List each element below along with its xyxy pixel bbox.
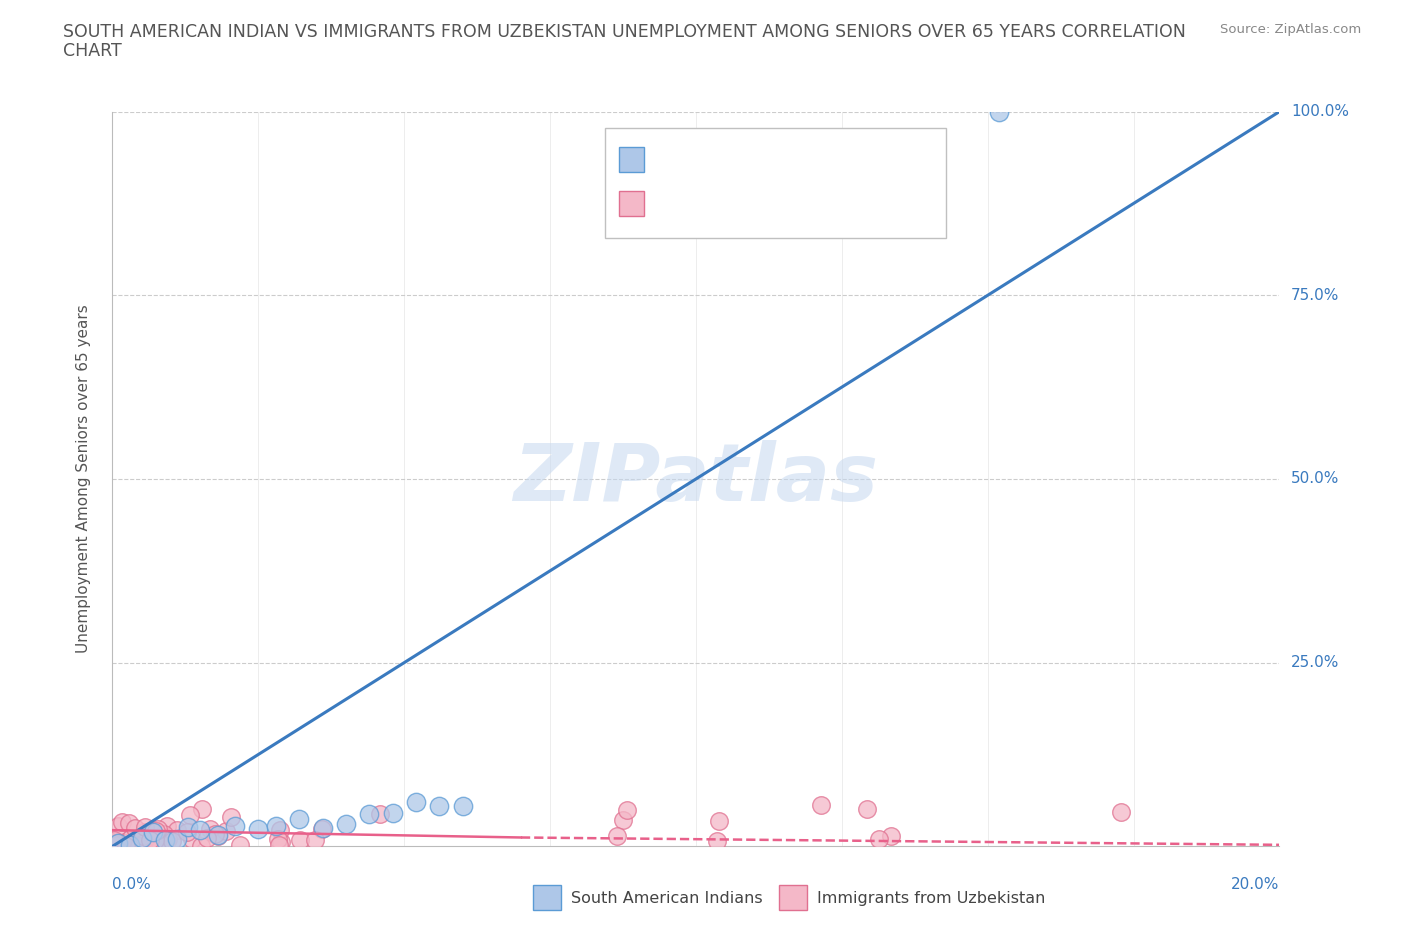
Point	[145, 839, 167, 854]
Text: CHART: CHART	[63, 42, 122, 60]
Point	[128, 838, 150, 853]
Point	[270, 834, 292, 849]
Point	[166, 831, 188, 846]
Point	[124, 820, 146, 835]
Point	[150, 835, 173, 850]
Point	[219, 810, 242, 825]
Point	[264, 819, 287, 834]
Text: South American Indians: South American Indians	[571, 891, 762, 906]
Point	[215, 824, 238, 839]
Text: Immigrants from Uzbekistan: Immigrants from Uzbekistan	[817, 891, 1045, 906]
Point	[124, 837, 146, 852]
Point	[451, 799, 474, 814]
Point	[267, 832, 290, 847]
Point	[118, 835, 141, 850]
Point	[118, 837, 141, 852]
Point	[190, 839, 212, 854]
Text: 100.0%: 100.0%	[1291, 104, 1350, 119]
Point	[160, 834, 183, 849]
Point	[335, 817, 357, 831]
Point	[149, 835, 172, 850]
Point	[181, 832, 204, 847]
Point	[120, 830, 142, 845]
Point	[115, 838, 138, 853]
Point	[132, 829, 155, 844]
Point	[405, 795, 427, 810]
Point	[156, 818, 179, 833]
Point	[134, 831, 156, 846]
Point	[204, 827, 226, 842]
Point	[125, 834, 148, 849]
Point	[288, 833, 311, 848]
Text: Source: ZipAtlas.com: Source: ZipAtlas.com	[1220, 23, 1361, 36]
Point	[143, 837, 166, 852]
Point	[304, 833, 326, 848]
Point	[150, 831, 173, 846]
Point	[195, 830, 218, 845]
Text: 25.0%: 25.0%	[1291, 655, 1340, 671]
Point	[868, 831, 890, 846]
Point	[188, 822, 211, 837]
Point	[176, 825, 198, 840]
Point	[612, 812, 634, 827]
Point	[134, 820, 156, 835]
Text: Unemployment Among Seniors over 65 years: Unemployment Among Seniors over 65 years	[76, 305, 91, 653]
Point	[139, 833, 162, 848]
Point	[135, 831, 157, 846]
Point	[157, 832, 180, 847]
Text: SOUTH AMERICAN INDIAN VS IMMIGRANTS FROM UZBEKISTAN UNEMPLOYMENT AMONG SENIORS O: SOUTH AMERICAN INDIAN VS IMMIGRANTS FROM…	[63, 23, 1187, 41]
Point	[707, 814, 730, 829]
Point	[880, 829, 903, 844]
Point	[131, 831, 153, 846]
Point	[267, 837, 290, 852]
Text: ZIPatlas: ZIPatlas	[513, 440, 879, 518]
Point	[107, 818, 129, 833]
Point	[179, 808, 201, 823]
Point	[166, 822, 188, 837]
Point	[142, 824, 165, 839]
Point	[142, 836, 165, 851]
Text: 20.0%: 20.0%	[1232, 877, 1279, 892]
Text: R = -0.100   N = 63: R = -0.100 N = 63	[651, 194, 827, 213]
Point	[368, 807, 391, 822]
Point	[103, 832, 125, 847]
Point	[191, 802, 214, 817]
Point	[107, 835, 129, 850]
Point	[810, 797, 832, 812]
Point	[311, 821, 333, 836]
Text: 75.0%: 75.0%	[1291, 287, 1340, 303]
Point	[177, 819, 200, 834]
Point	[229, 837, 252, 852]
Point	[855, 801, 877, 816]
Point	[146, 821, 169, 836]
Point	[207, 827, 229, 842]
Text: 0.0%: 0.0%	[112, 877, 152, 892]
Point	[706, 833, 728, 848]
Point	[107, 835, 129, 850]
Point	[605, 829, 627, 844]
Point	[111, 815, 134, 830]
Point	[145, 823, 167, 838]
Point	[247, 821, 270, 836]
Point	[153, 827, 176, 842]
Point	[143, 832, 166, 847]
Point	[134, 825, 156, 840]
Point	[207, 829, 229, 844]
Point	[105, 837, 128, 852]
Point	[269, 822, 291, 837]
Point	[288, 812, 311, 827]
Text: R =  0.939   N = 21: R = 0.939 N = 21	[651, 151, 827, 168]
Point	[616, 803, 638, 817]
Point	[359, 806, 381, 821]
Point	[153, 833, 176, 848]
Point	[381, 806, 404, 821]
Point	[427, 799, 450, 814]
Point	[988, 104, 1011, 119]
Point	[117, 816, 139, 830]
Point	[1109, 804, 1132, 819]
Text: 50.0%: 50.0%	[1291, 472, 1340, 486]
Point	[198, 821, 221, 836]
Point	[311, 821, 333, 836]
Point	[224, 818, 246, 833]
